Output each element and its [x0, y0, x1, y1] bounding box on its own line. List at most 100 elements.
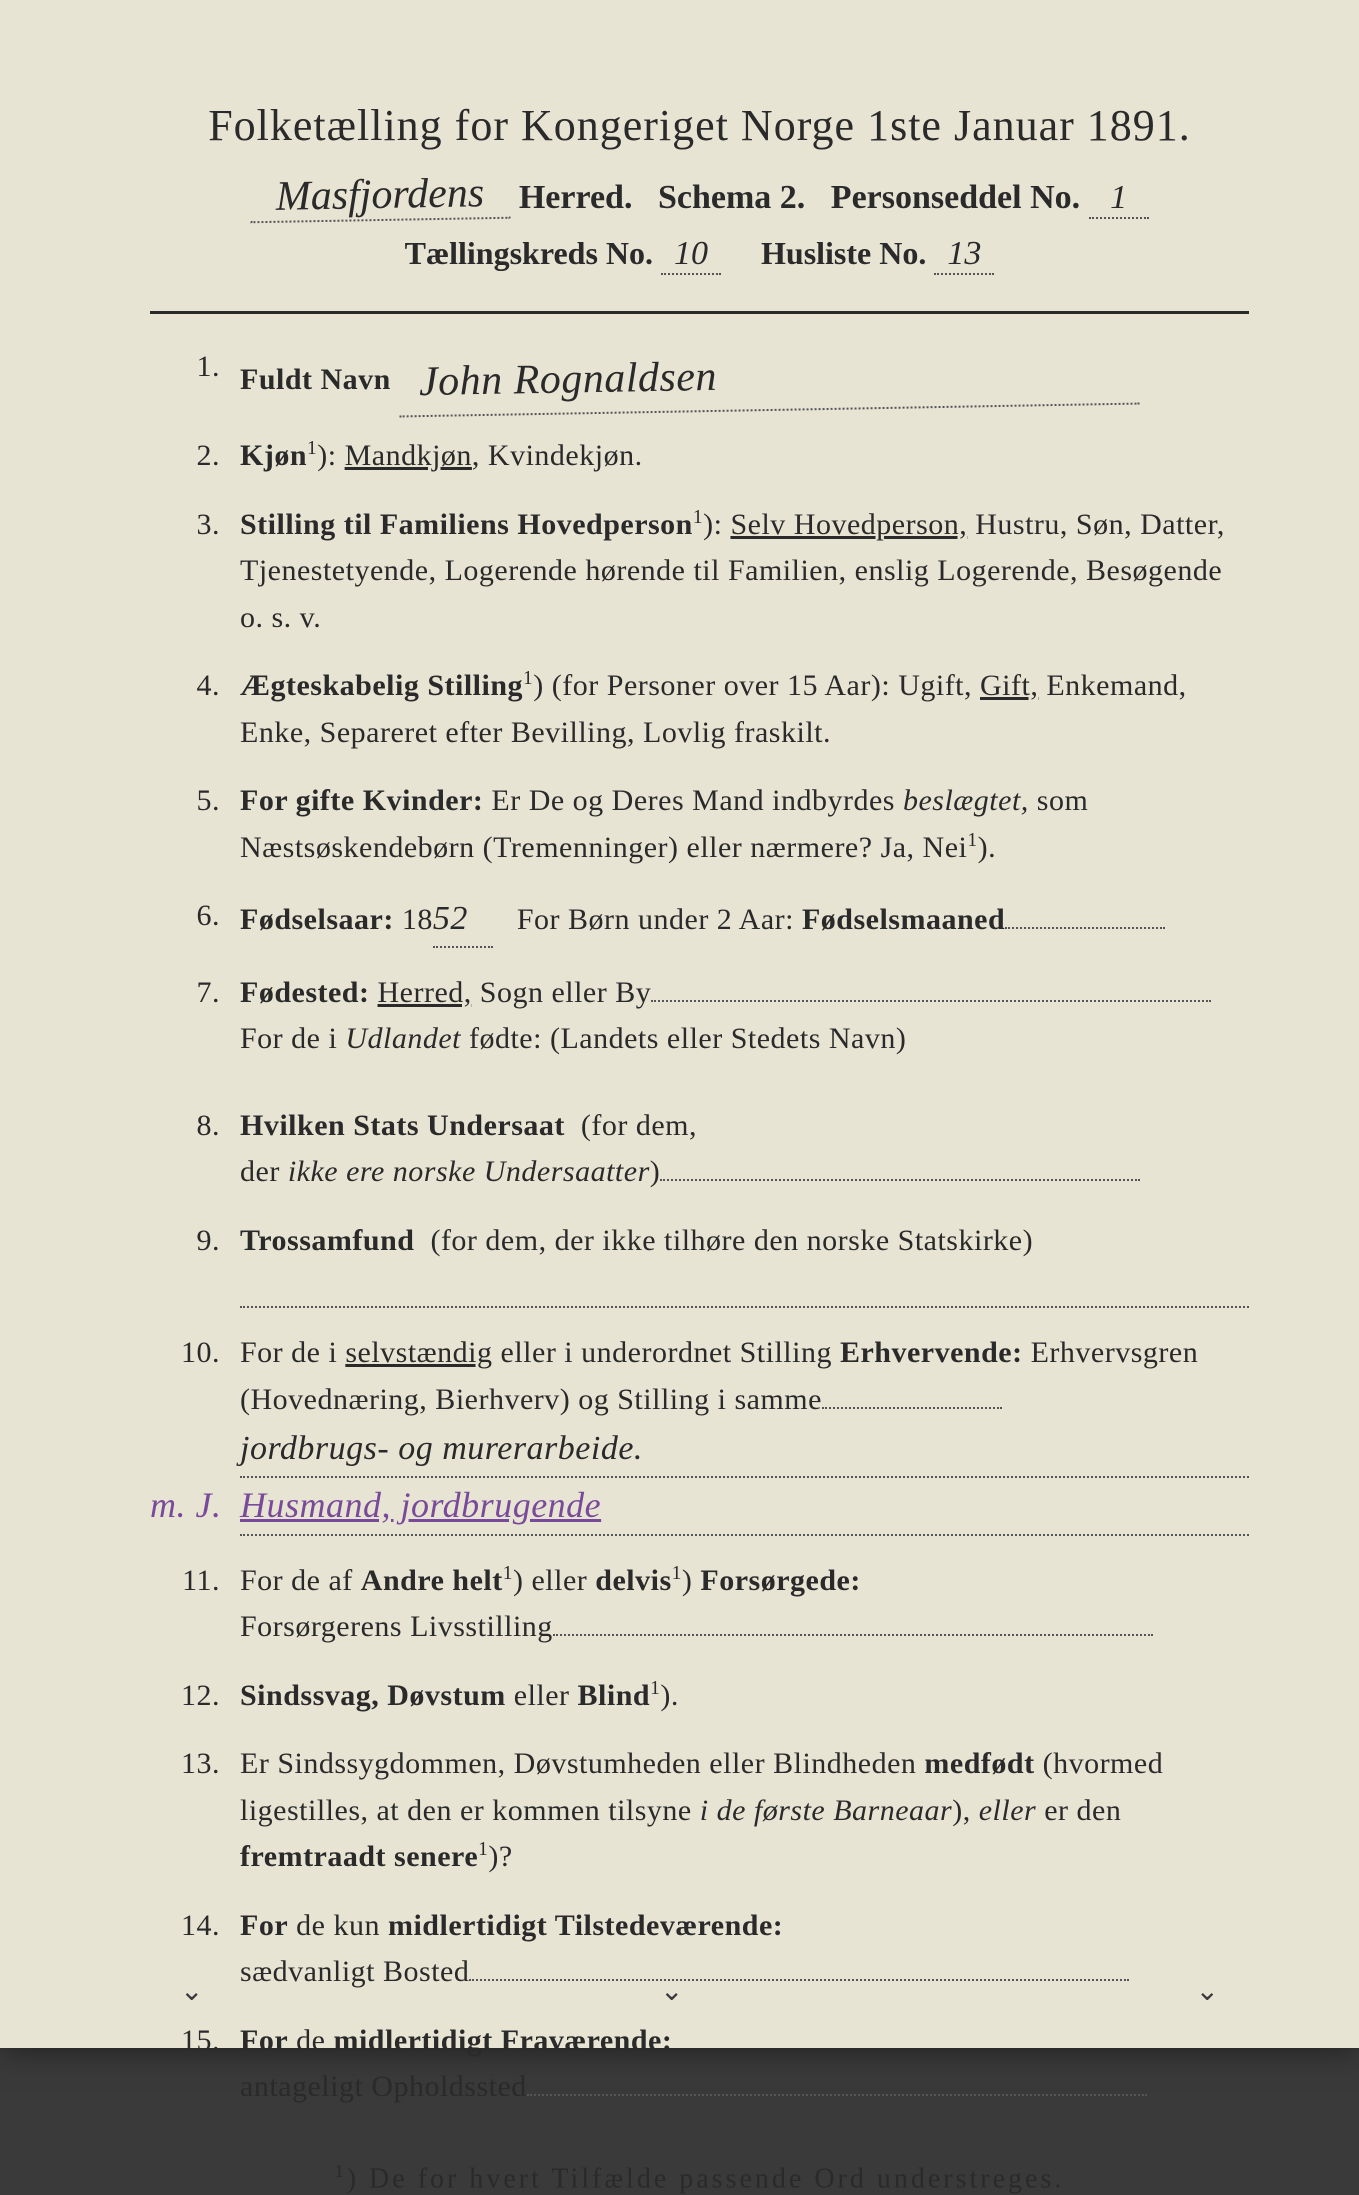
e11-c: ) — [682, 1564, 701, 1597]
e7-a: Sogn eller By — [472, 976, 652, 1009]
entry-num-13: 13. — [150, 1741, 240, 1881]
year-hw: 52 — [433, 893, 493, 948]
schema-label: Schema 2. — [658, 179, 805, 216]
sup-4: 1 — [523, 668, 533, 689]
entry-num-8: 8. — [150, 1103, 240, 1196]
trossamfund-label: Trossamfund — [240, 1224, 414, 1257]
herred-underlined: Herred, — [377, 976, 471, 1009]
e15-b: antageligt Opholdssted — [240, 2070, 527, 2103]
sup-2: 1 — [307, 438, 317, 459]
divider-line — [150, 311, 1249, 314]
e13-a: Er Sindssygdommen, Døvstumheden eller Bl… — [240, 1747, 924, 1780]
personseddel-label: Personseddel No. — [831, 179, 1080, 216]
footnote-text: ) De for hvert Tilfælde passende Ord und… — [347, 2163, 1065, 2194]
entry-15: 15. For de midlertidigt Fraværende: anta… — [150, 2018, 1249, 2111]
entry-14: 14. For de kun midlertidigt Tilstedevære… — [150, 1903, 1249, 1996]
e8-e: ) — [650, 1155, 661, 1188]
e6-blank — [1005, 927, 1165, 929]
gifte-kvinder-label: For gifte Kvinder: — [240, 784, 483, 817]
e10-marginal: m. J. — [150, 1478, 221, 1534]
taellingskreds-label: Tællingskreds No. — [405, 235, 653, 271]
andre-helt-label: Andre helt — [361, 1564, 503, 1597]
entry-7: 7. Fødested: Herred, Sogn eller By For d… — [150, 970, 1249, 1063]
e10-hw1: jordbrugs- og murerarbeide. — [240, 1423, 1249, 1478]
entry-num-6: 6. — [150, 893, 240, 948]
e4-paren: (for Personer over 15 Aar): — [552, 669, 890, 702]
e15-blank — [527, 2094, 1147, 2096]
e13-c: i de første Barneaar — [700, 1794, 952, 1827]
entry-8: 8. Hvilken Stats Undersaat (for dem, der… — [150, 1103, 1249, 1196]
entry-num-4: 4. — [150, 663, 240, 756]
entry-6: 6. Fødselsaar: 1852 For Børn under 2 Aar… — [150, 893, 1249, 948]
sup-13: 1 — [478, 1839, 488, 1860]
e10-blank0 — [822, 1407, 1002, 1409]
e12-end: ). — [660, 1679, 679, 1712]
header-line-3: Tællingskreds No. 10 Husliste No. 13 — [150, 235, 1249, 275]
entry-10: 10. For de i selvstændig eller i underor… — [150, 1330, 1249, 1535]
delvis-label: delvis — [595, 1564, 671, 1597]
entry-13: 13. Er Sindssygdommen, Døvstumheden elle… — [150, 1741, 1249, 1881]
husliste-label: Husliste No. — [761, 235, 926, 271]
taellingskreds-no: 10 — [661, 235, 721, 275]
entry-1: 1. Fuldt Navn John Rognaldsen — [150, 344, 1249, 411]
e5-a: Er De og Deres Mand indbyrdes — [491, 784, 903, 817]
personseddel-no: 1 — [1089, 179, 1149, 219]
e10-hw2: Husmand, jordbrugende — [240, 1478, 1249, 1536]
entry-9: 9. Trossamfund (for dem, der ikke tilhør… — [150, 1218, 1249, 1309]
sup-11b: 1 — [672, 1563, 682, 1584]
aegteskabelig-label: Ægteskabelig Stilling — [240, 669, 523, 702]
sup-11a: 1 — [503, 1563, 513, 1584]
selvstaendig-underlined: selvstændig — [345, 1336, 492, 1369]
e5-beslaegtet: beslægtet, — [903, 784, 1029, 817]
e11-d: Forsørgerens Livsstilling — [240, 1610, 553, 1643]
e8-a: Hvilken Stats Undersaat — [240, 1109, 565, 1142]
e10-a: For de i — [240, 1336, 345, 1369]
e10-b: eller i underordnet Stilling — [493, 1336, 840, 1369]
e8-blank — [660, 1179, 1140, 1181]
e8-d: ikke ere norske Undersaatter — [288, 1155, 650, 1188]
blind-label: Blind — [578, 1679, 651, 1712]
footnote-sup: 1 — [335, 2161, 347, 2181]
entry-3: 3. Stilling til Familiens Hovedperson1):… — [150, 502, 1249, 642]
fuldt-navn-label: Fuldt Navn — [240, 363, 391, 396]
entry-12: 12. Sindssvag, Døvstum eller Blind1). — [150, 1673, 1249, 1720]
entry-num-5: 5. — [150, 778, 240, 871]
entry-4: 4. Ægteskabelig Stilling1) (for Personer… — [150, 663, 1249, 756]
tilstedevaerende-label: midlertidigt Tilstedeværende: — [388, 1909, 783, 1942]
e14-blank — [469, 1979, 1129, 1981]
herred-label: Herred. — [519, 179, 633, 216]
entry-num-7: 7. — [150, 970, 240, 1063]
e7-udlandet: Udlandet — [345, 1022, 461, 1055]
footnote: 1) De for hvert Tilfælde passende Ord un… — [150, 2161, 1249, 2195]
sindssvag-label: Sindssvag, Døvstum — [240, 1679, 506, 1712]
entry-num-11: 11. — [150, 1558, 240, 1651]
e8-b: (for dem, — [581, 1109, 697, 1142]
fravaerende-label: midlertidigt Fraværende: — [333, 2024, 672, 2057]
entry-num-9: 9. — [150, 1218, 240, 1309]
e13-f: er den — [1036, 1794, 1121, 1827]
sup-3: 1 — [693, 507, 703, 528]
fodested-label: Fødested: — [240, 976, 369, 1009]
e9-text: (for dem, der ikke tilhøre den norske St… — [430, 1224, 1033, 1257]
sup-12: 1 — [650, 1678, 660, 1699]
e13-end: )? — [488, 1840, 512, 1873]
e15-a: de — [288, 2024, 333, 2057]
page-title: Folketælling for Kongeriget Norge 1ste J… — [150, 100, 1249, 151]
e5-end: ). — [978, 831, 997, 864]
name-handwritten: John Rognaldsen — [398, 338, 1139, 418]
entry-11: 11. For de af Andre helt1) eller delvis1… — [150, 1558, 1249, 1651]
e11-blank — [553, 1634, 1153, 1636]
binding-mark-left: ⌄ — [180, 1974, 203, 2008]
header-line-2: Masfjordens Herred. Schema 2. Personsedd… — [150, 171, 1249, 221]
gift-underlined: Gift, — [980, 669, 1038, 702]
e11-b: ) eller — [513, 1564, 595, 1597]
e13-e: eller — [979, 1794, 1036, 1827]
e13-d: ), — [952, 1794, 979, 1827]
binding-mark-right: ⌄ — [1196, 1974, 1219, 2008]
fodselsaar-label: Fødselsaar: — [240, 903, 394, 936]
e6-b: For Børn under 2 Aar: — [517, 903, 794, 936]
e7-blank — [651, 1000, 1211, 1002]
e9-blank — [240, 1264, 1249, 1308]
kjon-label: Kjøn — [240, 439, 307, 472]
selv-hovedperson: Selv Hovedperson, — [730, 508, 967, 541]
